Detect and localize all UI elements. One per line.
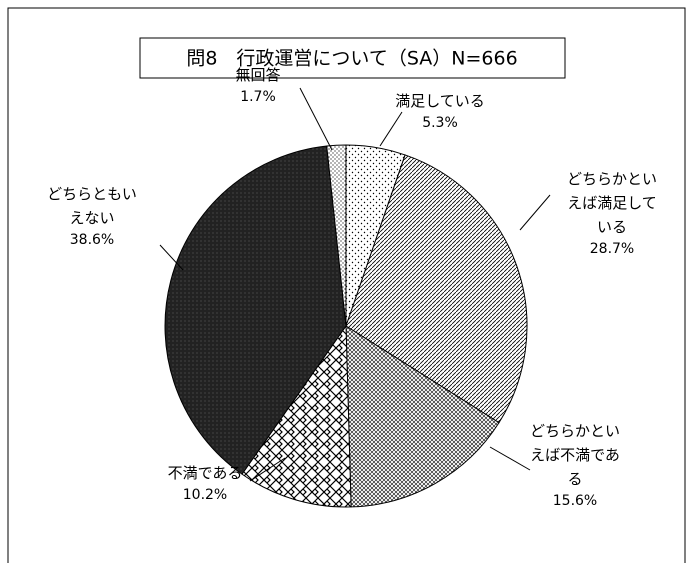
- leader-line: [159, 244, 184, 271]
- slice-value-label: 5.3%: [422, 115, 458, 131]
- leader-line: [519, 194, 551, 231]
- slice-label: どちらともいえない: [47, 185, 137, 227]
- leader-line: [489, 446, 531, 471]
- slice-value-label: 38.6%: [70, 232, 114, 248]
- chart-title: 問8 行政運営について（SA）N=666: [186, 48, 517, 70]
- slice-label: 無回答: [235, 66, 280, 84]
- pie-slice: [345, 325, 500, 508]
- pie-slice: [345, 154, 528, 424]
- pie-slice: [164, 145, 347, 475]
- slice-value-label: 10.2%: [183, 487, 227, 503]
- leader-line: [249, 457, 286, 482]
- pie-slice: [241, 324, 352, 508]
- leader-line: [379, 111, 403, 147]
- slice-value-label: 28.7%: [590, 241, 634, 257]
- slice-value-label: 1.7%: [240, 89, 276, 105]
- slice-value-label: 15.6%: [553, 493, 597, 509]
- slice-label: どちらかといえば満足している: [567, 170, 657, 236]
- slice-label: 満足している: [395, 92, 485, 110]
- slice-label: 不満である: [168, 464, 243, 482]
- leader-line: [299, 87, 333, 151]
- slice-label: どちらかといえば不満である: [530, 422, 620, 488]
- pie-slice: [326, 144, 347, 327]
- title-box: [139, 37, 566, 79]
